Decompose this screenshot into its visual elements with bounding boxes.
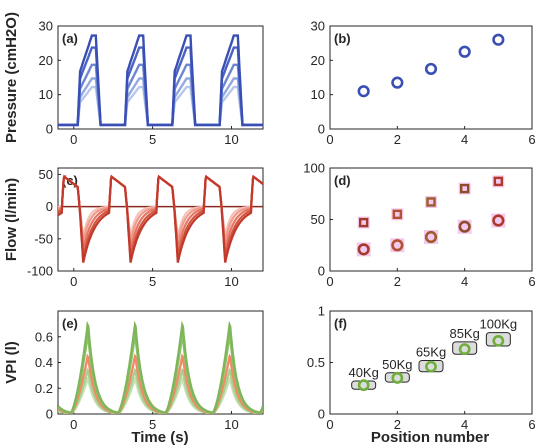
y-tick-label: -100 [27,264,53,279]
panel-label-d: (d) [334,173,351,188]
x-tick-label: 0 [70,274,77,289]
scatter-point [391,372,404,384]
y-tick-label: 0.5 [307,355,325,370]
y-tick-label: 0.2 [35,381,53,396]
y-axis-label-e: VPI (l) [3,341,20,384]
x-tick-label: 6 [528,417,535,432]
x-tick-label: 2 [394,417,401,432]
scatter-point [357,379,370,392]
panel-label-f: (f) [334,316,347,331]
x-tick-label: 2 [394,132,401,147]
y-axis-label-c: Flow (l/min) [3,178,20,261]
y-tick-label: 0 [46,122,53,137]
axes-e: 0 5 10 0 0.2 0.4 0.6 (e) VPI (l) [3,310,264,432]
x-tick-label: 4 [461,132,468,147]
weight-annotation: 85Kg [449,326,479,341]
flow-series-line [58,174,263,263]
x-tick-label: 0 [326,274,333,289]
axes-frame-a [57,25,264,130]
vpi-series-line [58,320,263,414]
y-tick-label: 30 [39,19,53,34]
circle-marker [458,220,471,233]
y-tick-label: 20 [311,53,325,68]
scatter-point [458,343,471,356]
square-marker [358,217,369,228]
x-tick-label: 10 [224,132,238,147]
axes-frame-b [329,25,533,130]
weight-annotation: 40Kg [348,365,378,380]
y-axis-label-a: Pressure (cmH2O) [3,12,20,143]
y-tick-label: 0 [318,264,325,279]
y-tick-label: 10 [311,87,325,102]
x-tick-label: 10 [224,274,238,289]
scatter-point [458,45,471,58]
circle-marker [391,239,404,252]
x-tick-label: 4 [461,417,468,432]
circle-marker [357,243,370,256]
panel-label-e: (e) [62,316,78,331]
scatter-point [425,360,437,373]
scatter-point [492,33,505,46]
y-tick-label: 30 [311,19,325,34]
panel-label-b: (b) [334,31,351,46]
panel-label-a: (a) [62,31,78,46]
x-tick-label: 0 [70,417,77,432]
scatter-point [492,334,505,347]
weight-annotation: 50Kg [382,357,412,372]
scatter-point [424,62,438,76]
x-tick-label: 5 [149,417,156,432]
pressure-series-line [58,34,263,127]
circle-marker [492,214,505,227]
x-tick-label: 10 [224,417,238,432]
y-tick-label: 0 [46,407,53,422]
range-box [351,380,377,390]
y-tick-label: 10 [39,87,53,102]
y-tick-label: 1 [318,304,325,319]
weight-annotation: 100Kg [480,317,518,332]
x-tick-label: 2 [394,274,401,289]
y-tick-label: -50 [34,231,53,246]
x-tick-label: 6 [528,132,535,147]
y-tick-label: 100 [303,161,325,176]
x-axis-label-time: Time (s) [131,429,188,446]
y-tick-label: 20 [39,53,53,68]
y-tick-label: 0 [318,407,325,422]
scatter-point [391,76,404,89]
square-marker [392,209,403,220]
square-marker [426,197,436,207]
y-tick-label: 50 [39,167,53,182]
axes-frame-c [57,167,264,272]
square-marker [459,183,470,194]
scatter-point [357,85,370,98]
x-tick-label: 0 [326,132,333,147]
axes-a: 0 5 10 0 10 20 30 (a) Pressure (cmH2O) [3,12,264,147]
weight-annotation: 65Kg [416,344,446,359]
y-tick-label: 0.4 [35,355,53,370]
x-tick-label: 4 [461,274,468,289]
y-tick-label: 0.6 [35,329,53,344]
y-tick-label: 0 [318,122,325,137]
x-tick-label: 0 [70,132,77,147]
range-box [485,332,511,347]
x-axis-label-position: Position number [371,429,490,446]
y-tick-label: 50 [311,212,325,227]
square-marker [493,176,504,187]
x-tick-label: 5 [149,274,156,289]
x-tick-label: 0 [326,417,333,432]
circle-marker [424,230,438,244]
axes-d: 0 2 4 6 0 50 100 (d) [303,161,535,290]
x-tick-label: 5 [149,132,156,147]
y-tick-label: 0 [46,199,53,214]
x-tick-label: 6 [528,274,535,289]
axes-b: 0 2 4 6 0 10 20 30 (b) [311,19,536,148]
